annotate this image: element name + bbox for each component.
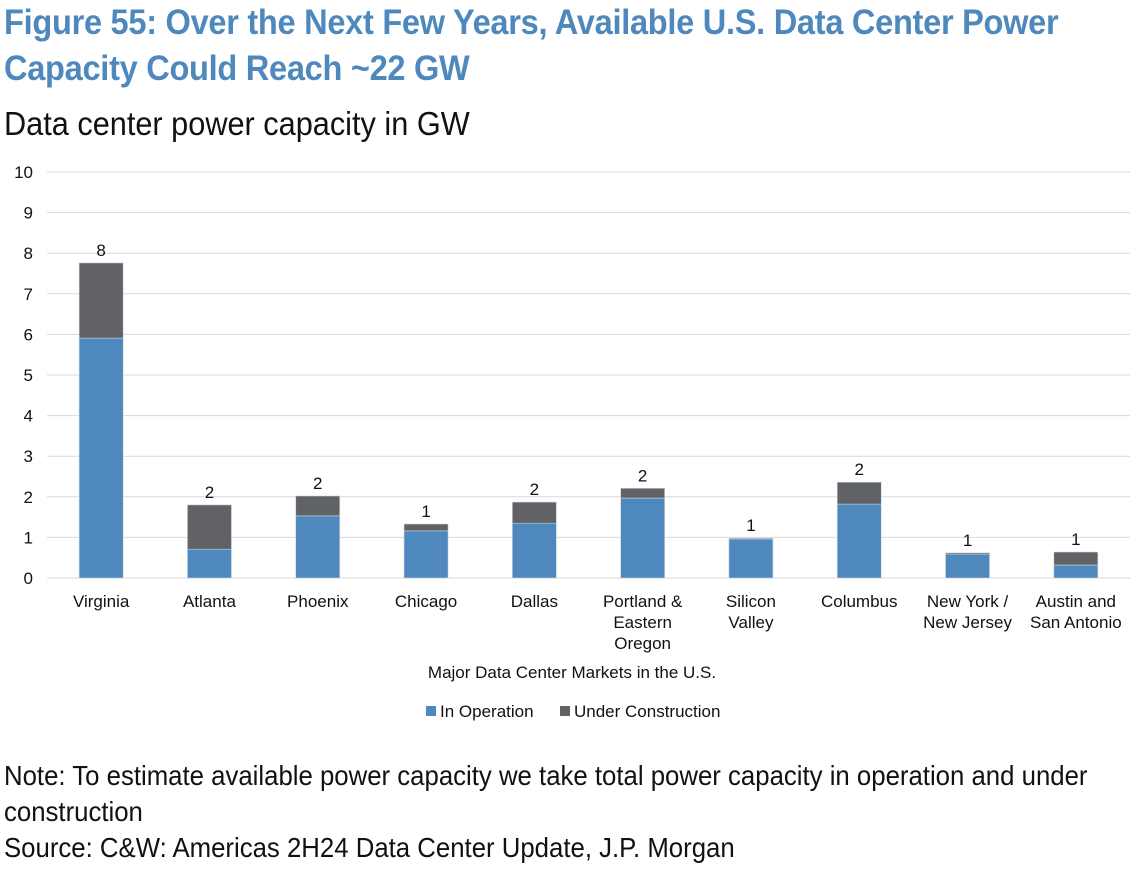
- bar-in-operation: [1053, 564, 1099, 579]
- bar-in-operation: [512, 522, 557, 579]
- note-line-2: construction: [4, 796, 143, 827]
- x-tick-label: Austin and San Antonio: [1030, 592, 1122, 632]
- legend-label-under-construction: Under Construction: [574, 702, 720, 721]
- total-data-label: 2: [855, 460, 864, 479]
- x-tick-label: Silicon Valley: [726, 592, 776, 632]
- y-tick-label: 5: [24, 366, 33, 385]
- x-tick-label: Portland & Eastern Oregon: [603, 592, 683, 653]
- bar-under-construction: [836, 481, 882, 505]
- bar-in-operation: [403, 530, 449, 579]
- x-tick-label-line: Atlanta: [183, 592, 236, 611]
- source-text: Source: C&W: Americas 2H24 Data Center U…: [4, 832, 735, 863]
- x-tick-label: Columbus: [821, 592, 898, 611]
- legend-swatch-in-operation: [426, 706, 436, 716]
- x-tick-label: New York / New Jersey: [923, 592, 1012, 632]
- y-tick-label: 1: [24, 528, 33, 547]
- bar-under-construction: [78, 262, 124, 339]
- bar-under-construction: [1053, 551, 1099, 566]
- bar-in-operation: [78, 337, 124, 579]
- bar-under-construction: [295, 495, 341, 517]
- bars: [78, 262, 1099, 579]
- x-tick-label-line: Chicago: [395, 592, 457, 611]
- x-tick-label-line: Oregon: [614, 634, 671, 653]
- total-data-label: 2: [313, 474, 322, 493]
- bar-in-operation: [836, 503, 882, 579]
- figure-title-line-1: Figure 55: Over the Next Few Years, Avai…: [4, 3, 1059, 42]
- total-data-label: 2: [205, 483, 214, 502]
- total-data-label: 2: [638, 466, 647, 485]
- total-data-label: 1: [746, 516, 755, 535]
- data-labels: 8 2 2 1 2 2 1 2 1 1: [96, 241, 1080, 550]
- y-tick-label: 7: [24, 285, 33, 304]
- x-tick-label-line: Virginia: [73, 592, 130, 611]
- y-tick-label: 4: [24, 407, 33, 426]
- bar-under-construction: [620, 487, 665, 499]
- figure-title: Figure 55: Over the Next Few Years, Avai…: [4, 0, 1060, 92]
- x-tick-label-line: San Antonio: [1030, 613, 1122, 632]
- bar-under-construction: [728, 537, 774, 540]
- y-tick-label: 6: [24, 325, 33, 344]
- x-tick-label-line: Silicon: [726, 592, 776, 611]
- bar-in-operation: [620, 497, 665, 579]
- note-line-1: Note: To estimate available power capaci…: [4, 760, 1088, 791]
- x-tick-label-line: New Jersey: [923, 613, 1012, 632]
- bar-in-operation: [295, 515, 341, 579]
- y-tick-label: 10: [14, 163, 33, 182]
- x-axis-title: Major Data Center Markets in the U.S.: [428, 663, 716, 682]
- total-data-label: 1: [963, 531, 972, 550]
- x-tick-label: Virginia: [73, 592, 130, 611]
- x-tick-label-line: Valley: [728, 613, 774, 632]
- bar-under-construction: [403, 523, 449, 532]
- bar-under-construction: [945, 552, 990, 555]
- x-tick-label-line: Dallas: [511, 592, 558, 611]
- y-tick-label: 2: [24, 488, 33, 507]
- bar-in-operation: [187, 548, 232, 579]
- y-tick-label: 3: [24, 447, 33, 466]
- total-data-label: 8: [96, 241, 105, 260]
- legend: In Operation Under Construction: [426, 702, 720, 721]
- x-tick-label: Dallas: [511, 592, 558, 611]
- y-tick-label: 9: [24, 204, 33, 223]
- y-axis-ticks: 0 1 2 3 4 5 6 7 8 9 10: [14, 163, 33, 588]
- x-tick-label-line: Portland &: [603, 592, 683, 611]
- legend-label-in-operation: In Operation: [440, 702, 534, 721]
- bar-in-operation: [728, 538, 774, 579]
- x-tick-label-line: Columbus: [821, 592, 898, 611]
- x-tick-label-line: Phoenix: [287, 592, 349, 611]
- bar-under-construction: [512, 501, 557, 524]
- total-data-label: 1: [421, 502, 430, 521]
- y-tick-label: 0: [24, 569, 33, 588]
- figure-title-line-2: Capacity Could Reach ~22 GW: [4, 49, 470, 88]
- total-data-label: 1: [1071, 530, 1080, 549]
- bar-under-construction: [187, 504, 232, 550]
- chart-subtitle: Data center power capacity in GW: [4, 105, 470, 142]
- stacked-bar-chart: 0 1 2 3 4 5 6 7 8 9 10 8 2 2 1 2 2 1 2 1 1 Virginia Atlanta P…: [14, 163, 1130, 721]
- bar-in-operation: [945, 553, 990, 579]
- x-tick-label: Atlanta: [183, 592, 236, 611]
- x-tick-label-line: New York /: [927, 592, 1009, 611]
- x-tick-label: Phoenix: [287, 592, 349, 611]
- x-axis-ticks: Virginia Atlanta Phoenix Chicago Dallas Portl…: [73, 592, 1122, 653]
- total-data-label: 2: [530, 480, 539, 499]
- x-tick-label-line: Austin and: [1036, 592, 1116, 611]
- x-tick-label: Chicago: [395, 592, 457, 611]
- x-tick-label-line: Eastern: [613, 613, 672, 632]
- y-tick-label: 8: [24, 244, 33, 263]
- legend-swatch-under-construction: [560, 706, 570, 716]
